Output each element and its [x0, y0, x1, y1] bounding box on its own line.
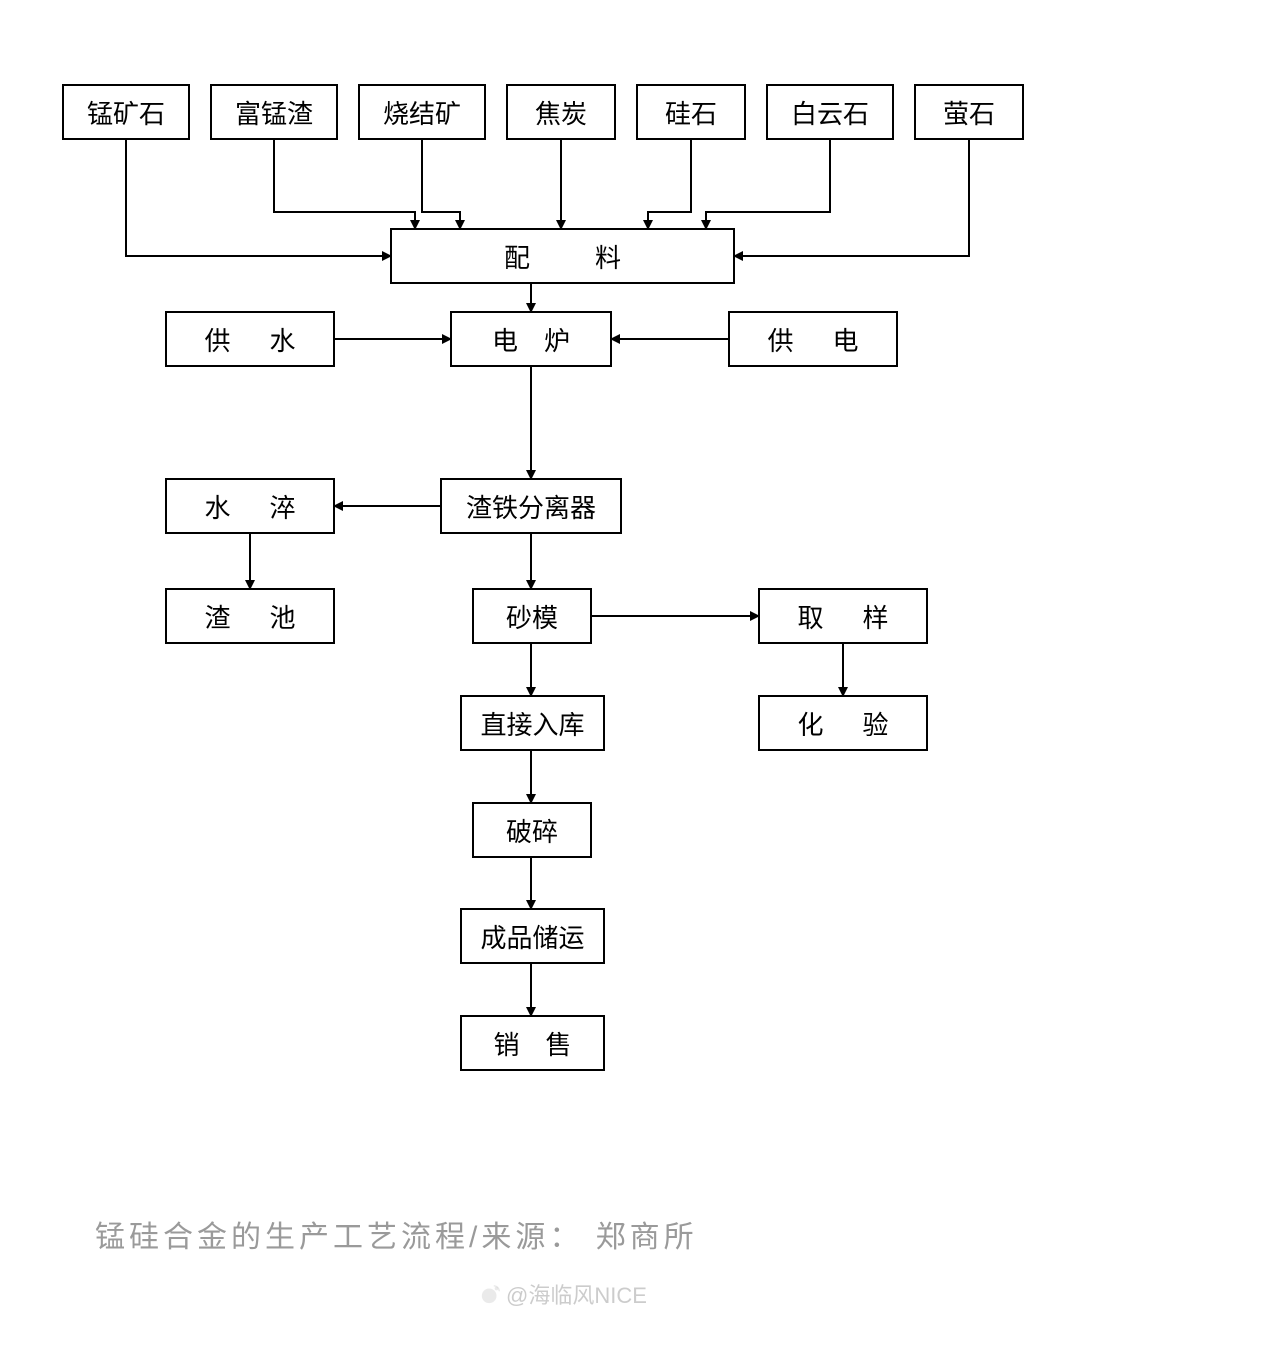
node-n3: 烧结矿: [358, 84, 486, 140]
node-n7: 萤石: [914, 84, 1024, 140]
node-label: 取 样: [797, 598, 888, 635]
edge-n3-n8: [422, 140, 460, 228]
node-label: 白云石: [791, 94, 869, 131]
node-label: 销 售: [493, 1025, 571, 1062]
node-n10: 电 炉: [450, 311, 612, 367]
node-n4: 焦炭: [506, 84, 616, 140]
node-label: 供 电: [767, 321, 858, 358]
weibo-icon: [480, 1283, 502, 1305]
node-n11: 供 电: [728, 311, 898, 367]
node-n9: 供 水: [165, 311, 335, 367]
edges-layer: [0, 0, 1264, 1360]
node-n18: 化 验: [758, 695, 928, 751]
node-label: 萤石: [943, 94, 995, 131]
node-n19: 破碎: [472, 802, 592, 858]
node-label: 水 淬: [204, 488, 295, 525]
node-n12: 水 淬: [165, 478, 335, 534]
watermark-label: @海临风NICE: [506, 1278, 647, 1310]
node-n15: 砂模: [472, 588, 592, 644]
edge-n6-n8: [706, 140, 830, 228]
node-n2: 富锰渣: [210, 84, 338, 140]
node-label: 渣铁分离器: [466, 488, 596, 525]
node-n1: 锰矿石: [62, 84, 190, 140]
node-label: 成品储运: [480, 918, 584, 955]
node-n6: 白云石: [766, 84, 894, 140]
node-label: 供 水: [204, 321, 295, 358]
watermark: @海临风NICE: [480, 1278, 647, 1310]
caption-label: 锰硅合金的生产工艺流程/来源： 郑商所: [95, 1221, 698, 1254]
edge-n2-n8: [274, 140, 415, 228]
node-n14: 渣 池: [165, 588, 335, 644]
node-label: 电 炉: [492, 321, 570, 358]
edge-n1-n8: [126, 140, 390, 256]
node-n8: 配 料: [390, 228, 735, 284]
node-label: 焦炭: [535, 94, 587, 131]
node-label: 砂模: [506, 598, 558, 635]
node-label: 富锰渣: [235, 94, 313, 131]
node-n17: 直接入库: [460, 695, 605, 751]
node-n20: 成品储运: [460, 908, 605, 964]
node-label: 烧结矿: [383, 94, 461, 131]
edge-n5-n8: [648, 140, 691, 228]
node-n13: 渣铁分离器: [440, 478, 622, 534]
node-label: 配 料: [504, 238, 621, 275]
node-label: 渣 池: [204, 598, 295, 635]
node-n16: 取 样: [758, 588, 928, 644]
node-label: 化 验: [797, 705, 888, 742]
node-label: 锰矿石: [87, 94, 165, 131]
node-n5: 硅石: [636, 84, 746, 140]
caption-text: 锰硅合金的生产工艺流程/来源： 郑商所: [95, 1212, 698, 1256]
node-label: 破碎: [506, 812, 558, 849]
node-n21: 销 售: [460, 1015, 605, 1071]
node-label: 直接入库: [480, 705, 584, 742]
edge-n7-n8: [735, 140, 969, 256]
node-label: 硅石: [665, 94, 717, 131]
